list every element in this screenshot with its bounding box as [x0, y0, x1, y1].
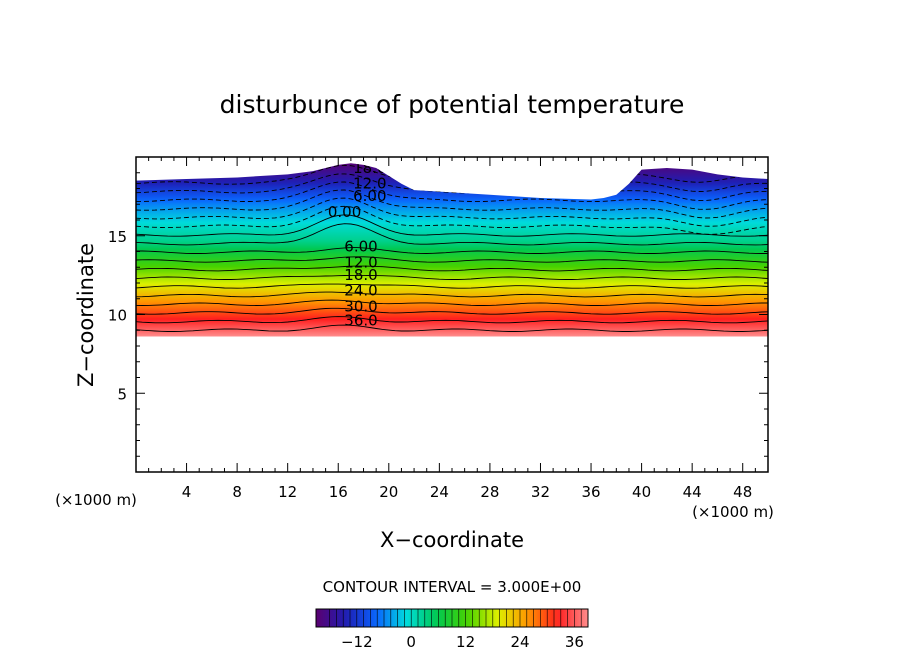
x-tick-label: 20: [379, 483, 398, 501]
colorbar-tick-label: −12: [341, 633, 373, 651]
colorbar-tick-label: 24: [510, 633, 529, 651]
contour-label: 6.00: [344, 238, 377, 256]
y-axis-ticks: [136, 156, 768, 473]
x-tick-label: 4: [182, 483, 192, 501]
x-tick-label: 28: [480, 483, 499, 501]
colorbar-tick-label: 12: [456, 633, 475, 651]
contour-label: 12.0: [353, 175, 386, 193]
y-tick-label: 10: [108, 307, 127, 325]
y-tick-labels: 5 10 15: [108, 228, 127, 404]
contour-label: 36.0: [344, 312, 377, 330]
colorbar-tick-label: 0: [406, 633, 416, 651]
x-tick-label: 16: [329, 483, 348, 501]
colorbar-tick-labels: −12 0 12 24 36: [341, 633, 584, 651]
contour-label: 30.0: [344, 297, 377, 315]
contour-label: 18.0: [344, 266, 377, 284]
chart-title: disturbunce of potential temperature: [220, 90, 685, 119]
x-tick-label: 40: [632, 483, 651, 501]
x-tick-labels: 4 8 12 16 20 24 28 32 36 40 44 48: [182, 483, 752, 501]
contour-interval-label: CONTOUR INTERVAL = 3.000E+00: [323, 578, 582, 596]
x-tick-label: 36: [581, 483, 600, 501]
x-tick-label: 8: [232, 483, 242, 501]
contour-fill: [136, 163, 768, 337]
y-axis-label: Z−coordinate: [74, 243, 98, 387]
x-axis-label: X−coordinate: [380, 528, 524, 552]
contour-label: 12.0: [344, 253, 377, 271]
x-tick-label: 44: [683, 483, 702, 501]
colorbar-separators: [329, 609, 582, 627]
z-unit-label: (×1000 m): [55, 491, 137, 509]
x-unit-label: (×1000 m): [692, 503, 774, 521]
x-tick-label: 12: [278, 483, 297, 501]
colorbar-tick-label: 36: [565, 633, 584, 651]
contour-label: 6.00: [353, 187, 386, 205]
x-tick-label: 48: [733, 483, 752, 501]
x-axis-ticks: [135, 157, 769, 472]
contour-label: 0.00: [328, 203, 361, 221]
y-tick-label: 5: [117, 385, 127, 403]
x-tick-label: 32: [531, 483, 550, 501]
y-tick-label: 15: [108, 228, 127, 246]
x-tick-label: 24: [430, 483, 449, 501]
contour-label: 24.0: [344, 282, 377, 300]
